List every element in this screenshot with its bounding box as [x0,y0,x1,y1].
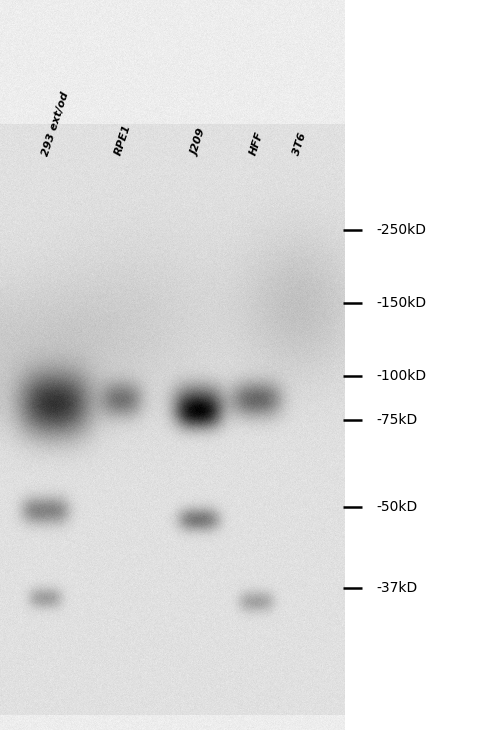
Text: -37kD: -37kD [377,580,418,595]
Text: -100kD: -100kD [377,369,427,383]
Text: J209: J209 [190,128,208,157]
Text: -50kD: -50kD [377,500,418,515]
Text: -75kD: -75kD [377,412,418,427]
Text: 293 ext/od: 293 ext/od [40,91,70,157]
Text: HFF: HFF [248,131,265,157]
Text: -250kD: -250kD [377,223,427,237]
Text: -150kD: -150kD [377,296,427,310]
Text: 3T6: 3T6 [292,132,308,157]
Text: RPE1: RPE1 [113,123,132,157]
